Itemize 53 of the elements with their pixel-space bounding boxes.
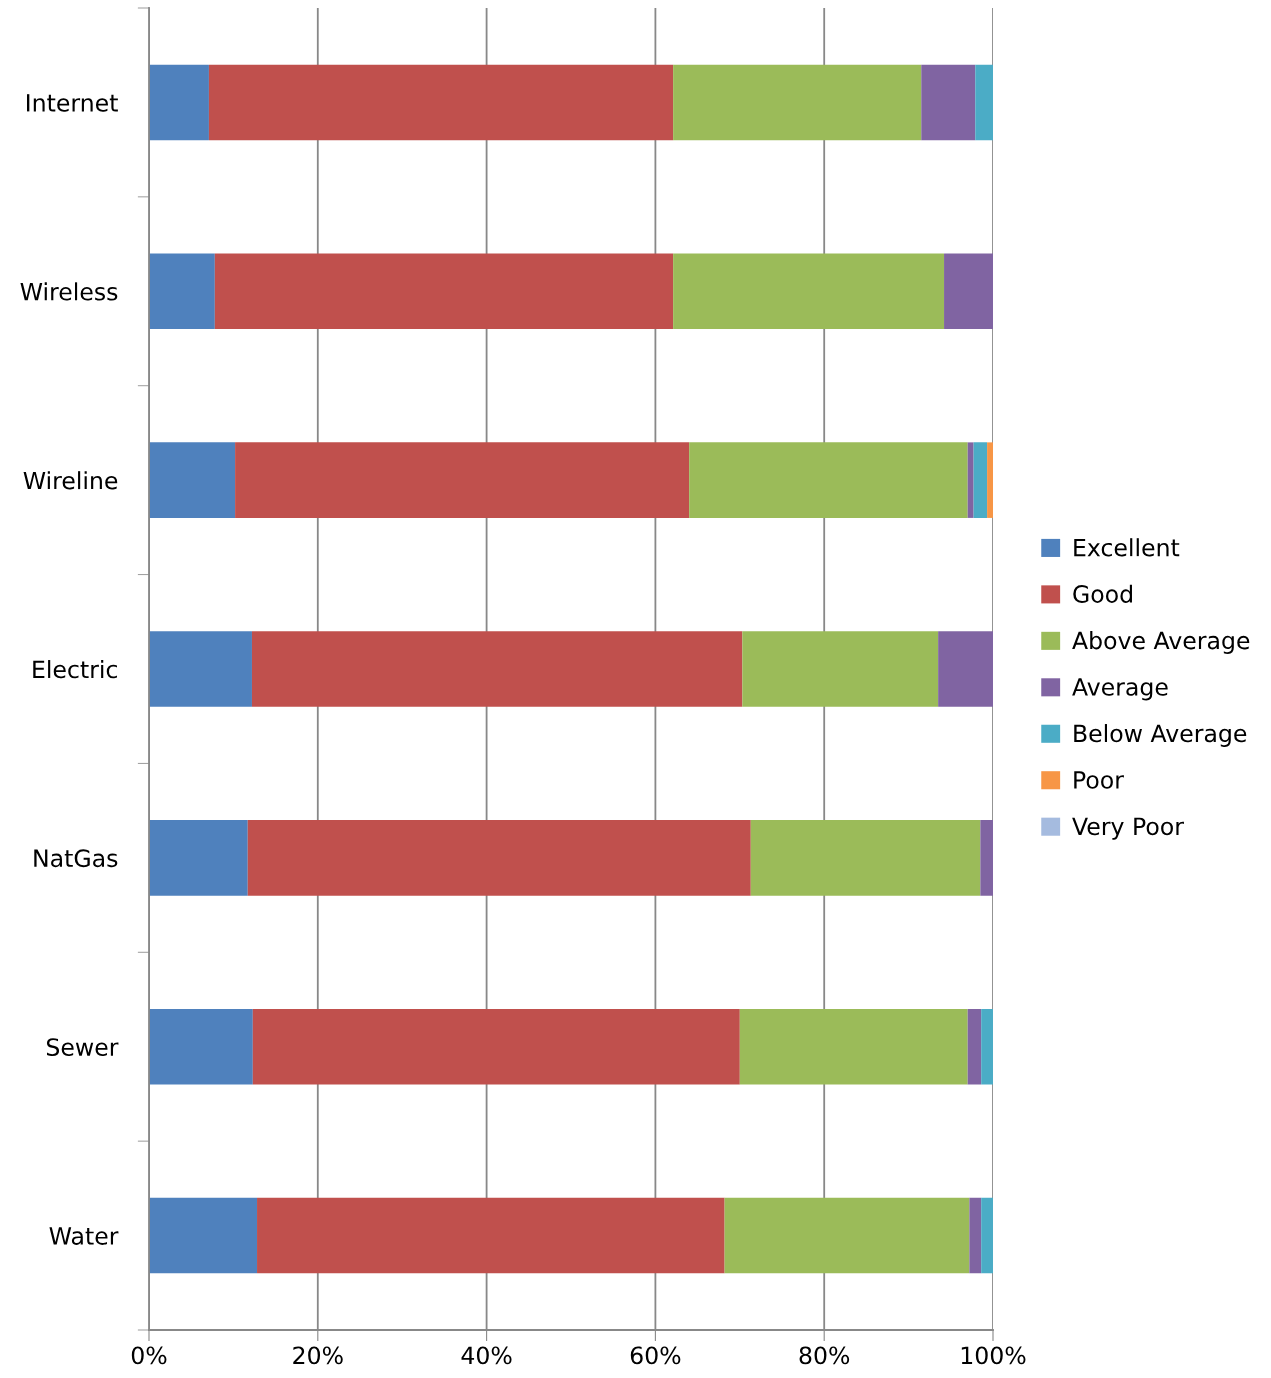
y-tick-label: Electric <box>33 660 117 679</box>
bar <box>967 1008 982 1085</box>
bar <box>673 253 945 330</box>
bar <box>149 1197 258 1274</box>
y-tick-label: Wireless <box>20 282 118 301</box>
bar <box>251 631 743 707</box>
y-tick-label: Sewer <box>46 1038 119 1057</box>
bar <box>967 442 974 518</box>
bar <box>149 820 248 896</box>
legend-label: Above Average <box>1072 631 1250 654</box>
legend-label: Very Poor <box>1072 817 1184 840</box>
x-tick-label: 100% <box>961 1346 1026 1365</box>
bar <box>944 253 993 330</box>
bar <box>739 1008 968 1085</box>
bar <box>981 1197 993 1274</box>
bar <box>673 64 922 141</box>
x-tick-label: 0% <box>131 1346 167 1365</box>
bar <box>938 631 993 707</box>
legend-label: Average <box>1072 678 1168 701</box>
bar <box>149 64 209 141</box>
bar <box>235 442 690 518</box>
y-tick-label: Wireline <box>23 471 118 490</box>
bar <box>973 442 988 518</box>
bar <box>149 631 252 707</box>
bar <box>247 820 751 896</box>
y-tick-label: NatGas <box>34 849 118 868</box>
legend-label: Below Average <box>1074 724 1247 747</box>
x-tick-label: 60% <box>630 1346 681 1365</box>
x-tick-label: 80% <box>799 1346 850 1365</box>
bar <box>987 442 993 518</box>
legend-label: Good <box>1073 584 1132 603</box>
bar <box>252 1008 740 1085</box>
legend-label: Excellent <box>1074 538 1180 557</box>
bar <box>214 253 674 330</box>
bar <box>689 442 968 518</box>
bar <box>149 1008 253 1085</box>
bar <box>980 820 993 896</box>
bar <box>969 1197 982 1274</box>
x-tick-label: 40% <box>461 1346 512 1365</box>
legend-label: Poor <box>1074 771 1124 789</box>
y-tick-label: Internet <box>27 94 118 112</box>
bar <box>149 253 215 330</box>
bar <box>724 1197 970 1274</box>
bar <box>975 64 993 141</box>
y-tick-label: Water <box>49 1227 119 1245</box>
x-tick-label: 20% <box>293 1346 343 1365</box>
bar <box>981 1008 993 1085</box>
bar <box>208 64 674 141</box>
bar <box>750 820 981 896</box>
bar <box>149 442 236 518</box>
bar <box>257 1197 725 1274</box>
bar <box>742 631 939 707</box>
bar <box>921 64 976 141</box>
